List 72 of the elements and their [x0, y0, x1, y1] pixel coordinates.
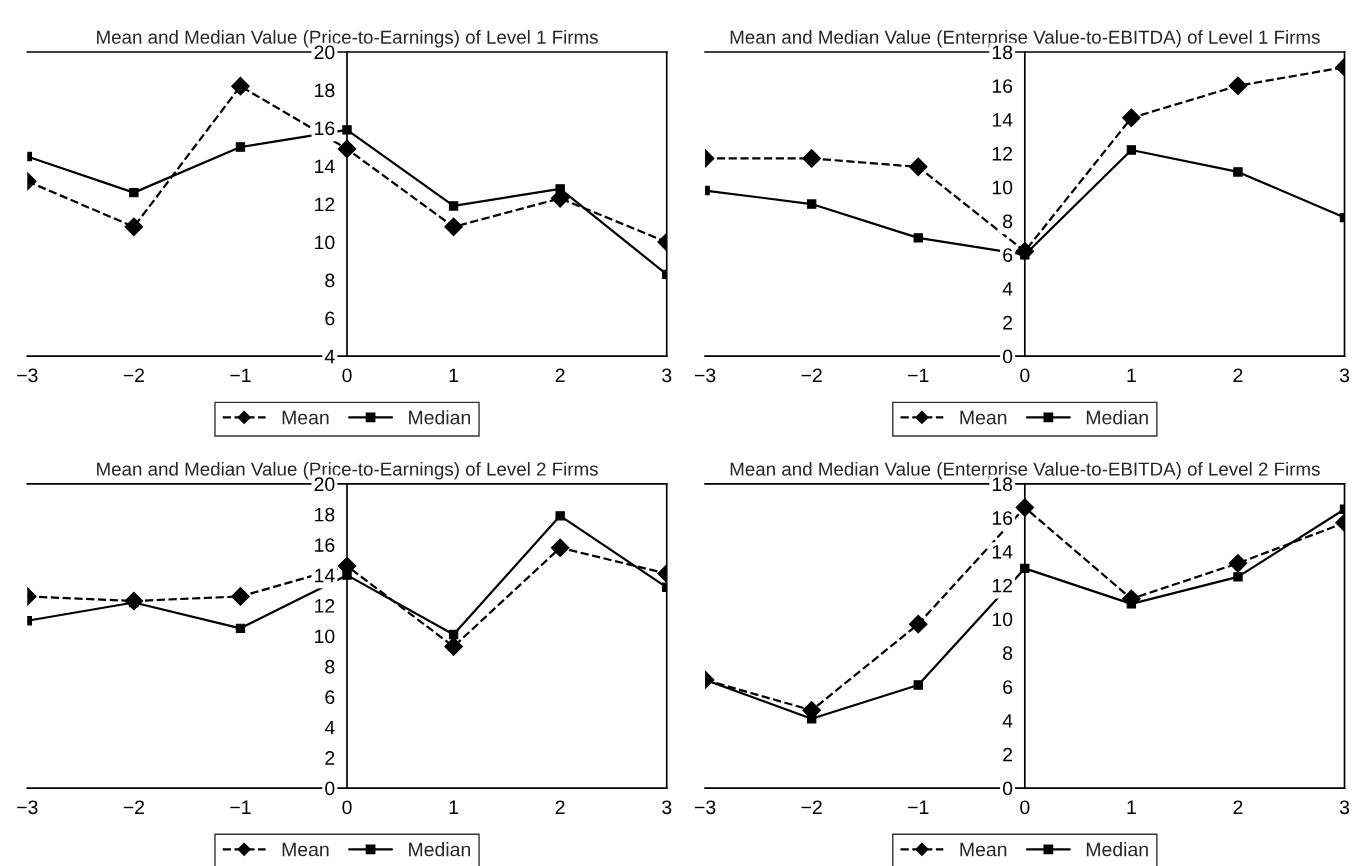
x-tick-label: −1	[908, 368, 929, 383]
x-tick-label: −3	[17, 368, 38, 383]
legend-label: Median	[1086, 410, 1148, 425]
legend-label: Mean	[282, 842, 329, 857]
legend-label: Mean	[282, 410, 329, 425]
x-tick-label: −1	[908, 800, 929, 814]
y-tick-label: 12	[992, 146, 1013, 161]
x-tick-label: −2	[801, 368, 822, 383]
x-tick-label: 3	[662, 368, 672, 383]
y-tick-label: 14	[992, 545, 1013, 559]
y-tick-label: 6	[325, 311, 335, 326]
y-tick-label: 8	[1003, 646, 1013, 661]
y-tick-label: 10	[992, 180, 1013, 195]
x-tick-label: 0	[342, 800, 352, 815]
x-tick-label: 3	[1339, 368, 1350, 383]
y-tick-label: 18	[315, 507, 335, 522]
x-tick-label: 0	[342, 368, 352, 383]
x-tick-label: 2	[555, 368, 565, 383]
legend-label: Mean	[960, 842, 1007, 857]
y-tick-label: 8	[325, 273, 335, 288]
y-tick-label: 0	[325, 781, 335, 796]
y-tick-label: 16	[315, 121, 335, 136]
x-tick-label: 2	[1233, 800, 1243, 814]
x-tick-label: −2	[123, 800, 144, 814]
x-tick-label: 3	[1339, 800, 1350, 815]
y-tick-label: 10	[315, 629, 335, 644]
y-tick-label: 12	[315, 599, 335, 613]
x-tick-label: 2	[1233, 368, 1243, 383]
y-tick-label: 6	[1003, 248, 1013, 262]
y-tick-label: 4	[1002, 714, 1013, 728]
x-tick-label: −2	[123, 368, 144, 383]
y-tick-label: 4	[324, 349, 335, 364]
y-tick-label: 4	[1002, 282, 1013, 296]
legend-label: Median	[409, 842, 471, 857]
x-tick-label: 1	[1127, 800, 1136, 814]
x-tick-label: 1	[1127, 368, 1136, 383]
legend-label: Median	[1086, 842, 1148, 857]
x-tick-label: −3	[694, 368, 716, 383]
x-tick-label: 1	[449, 800, 459, 814]
y-tick-label: 2	[325, 751, 335, 765]
x-tick-label: 2	[555, 800, 565, 814]
y-tick-label: 18	[315, 83, 335, 98]
y-tick-label: 12	[992, 578, 1013, 593]
y-tick-label: 16	[315, 538, 335, 552]
y-tick-label: 2	[1003, 747, 1013, 762]
y-tick-label: 0	[1002, 349, 1013, 364]
x-tick-label: 0	[1020, 800, 1030, 815]
x-tick-label: −3	[17, 800, 38, 815]
x-tick-label: −1	[230, 368, 251, 383]
x-tick-label: −1	[230, 800, 251, 814]
y-tick-label: 6	[325, 690, 335, 705]
y-tick-label: 14	[992, 113, 1013, 127]
y-tick-label: 10	[992, 612, 1013, 627]
x-tick-label: 1	[449, 368, 459, 383]
y-tick-label: 10	[315, 235, 335, 250]
y-tick-label: 14	[315, 568, 335, 583]
legend-label: Mean	[960, 410, 1007, 425]
y-tick-label: 2	[1003, 315, 1013, 330]
y-tick-label: 8	[325, 659, 335, 674]
y-tick-label: 16	[992, 79, 1013, 93]
x-tick-label: −3	[694, 800, 716, 815]
x-tick-label: 0	[1020, 368, 1030, 383]
x-tick-label: 3	[662, 800, 672, 815]
y-tick-label: 4	[324, 720, 335, 735]
x-tick-label: −2	[801, 800, 822, 814]
y-tick-label: 12	[315, 197, 335, 212]
y-tick-label: 16	[992, 511, 1013, 525]
y-tick-label: 8	[1003, 214, 1013, 229]
y-tick-label: 14	[315, 159, 335, 174]
legend-label: Median	[409, 410, 471, 425]
y-tick-label: 0	[1002, 781, 1013, 796]
y-tick-label: 6	[1003, 680, 1013, 694]
